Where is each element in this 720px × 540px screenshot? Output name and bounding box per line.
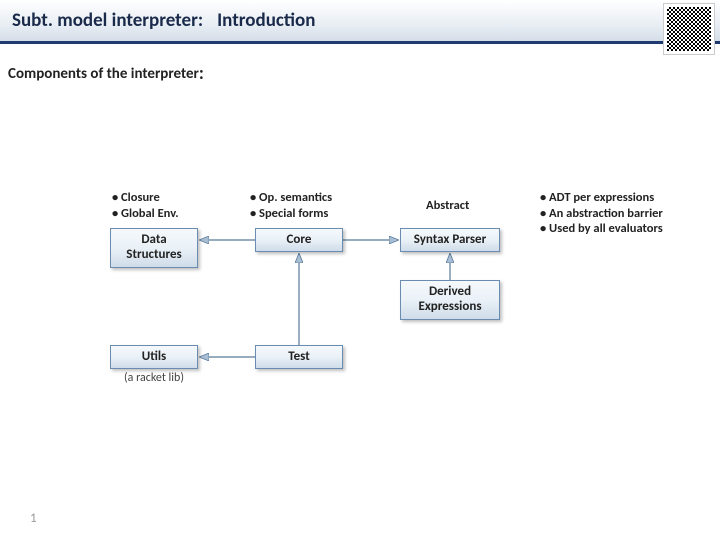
node-derived-expressions: DerivedExpressions <box>400 280 500 320</box>
annotation-closure: • Closure• Global Env. <box>112 190 179 221</box>
annotation-opsem: • Op. semantics• Special forms <box>250 190 332 221</box>
node-label: DerivedExpressions <box>418 285 481 315</box>
node-test: Test <box>255 345 343 369</box>
annotation-abstract: Abstract <box>426 198 469 214</box>
node-label: Syntax Parser <box>414 233 486 248</box>
node-label: Core <box>287 233 312 248</box>
page-number: 1 <box>30 511 37 526</box>
node-syntax-parser: Syntax Parser <box>400 228 500 252</box>
arrows-layer <box>0 0 720 540</box>
node-label: DataStructures <box>126 233 181 263</box>
annotation-adt: • ADT per expressions• An abstraction ba… <box>540 190 663 237</box>
node-label: Utils <box>142 350 166 365</box>
annotation-text: Abstract <box>426 198 469 213</box>
utils-caption: (a racket lib) <box>110 371 198 385</box>
node-utils: Utils <box>110 345 198 369</box>
node-label: Test <box>288 350 309 365</box>
diagram-canvas: DataStructures Core Syntax Parser Derive… <box>0 0 720 540</box>
node-core: Core <box>255 228 343 252</box>
node-data-structures: DataStructures <box>110 228 198 268</box>
